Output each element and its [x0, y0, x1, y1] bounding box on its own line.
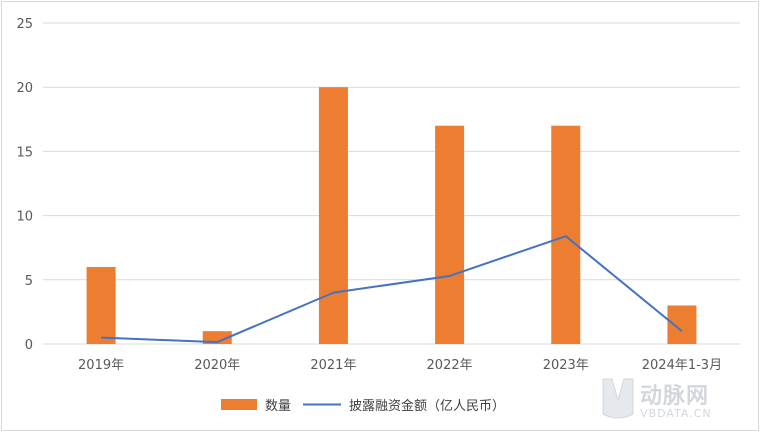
bar — [551, 125, 581, 344]
bar — [667, 305, 697, 344]
bar — [202, 331, 232, 344]
watermark-icon — [602, 378, 634, 419]
legend-swatch-bar — [221, 399, 257, 410]
y-tick-label: 0 — [25, 338, 33, 353]
x-tick-label: 2019年 — [78, 358, 124, 373]
x-tick-label: 2022年 — [427, 358, 473, 373]
bar-series — [86, 87, 697, 344]
series-line — [101, 235, 683, 344]
x-axis-ticks: 2019年 2020年 2021年 2022年 2023年 2024年1-3月 — [78, 358, 722, 373]
watermark-sub-text: VBDATA.CN — [640, 407, 712, 420]
y-tick-label: 20 — [16, 81, 33, 96]
y-tick-label: 25 — [16, 17, 33, 32]
bar — [318, 87, 348, 344]
x-tick-label: 2023年 — [543, 358, 589, 373]
legend-label-line: 披露融资金额（亿人民币） — [349, 398, 505, 414]
legend-label-bar: 数量 — [265, 399, 291, 414]
watermark-logo: 动脉网 VBDATA.CN — [602, 378, 712, 420]
x-tick-label: 2021年 — [310, 358, 356, 373]
y-axis-ticks: 0 5 10 15 20 25 — [16, 17, 33, 353]
bar — [435, 125, 465, 344]
x-tick-label: 2024年1-3月 — [642, 358, 722, 373]
x-tick-label: 2020年 — [194, 358, 240, 373]
watermark-logo-text: 动脉网 — [640, 384, 709, 409]
y-tick-label: 10 — [16, 210, 33, 225]
y-tick-label: 15 — [16, 145, 33, 160]
bar — [86, 266, 116, 344]
gridlines — [43, 22, 740, 345]
line-series — [101, 235, 683, 344]
legend: 数量 披露融资金额（亿人民币） — [221, 398, 505, 414]
y-tick-label: 5 — [25, 274, 33, 289]
